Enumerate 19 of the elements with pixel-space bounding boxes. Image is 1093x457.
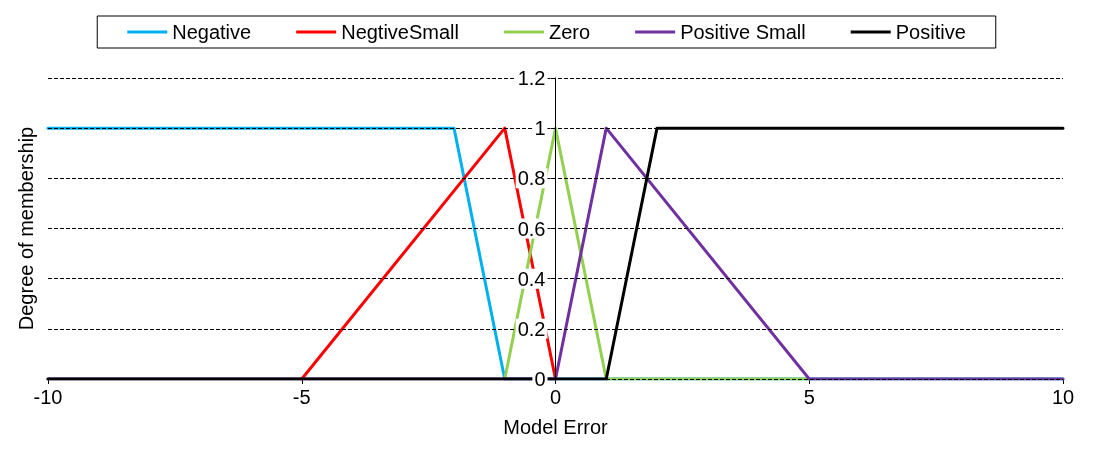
x-tick-label: -5 [292, 386, 311, 408]
x-tick-label: 10 [1051, 386, 1075, 408]
x-tick-label: -10 [33, 386, 63, 408]
legend-label: Negative [172, 21, 252, 43]
y-axis-title: Degree of membership [15, 126, 37, 331]
legend-label: Zero [549, 21, 591, 43]
y-tick-label: 0.4 [517, 267, 546, 290]
legend-label: Positive Small [680, 21, 806, 43]
x-tick-label: 5 [803, 386, 815, 408]
x-axis-title: Model Error [503, 416, 609, 438]
y-tick-label: 0.2 [517, 317, 546, 340]
y-tick-label: 0.6 [517, 217, 546, 240]
x-tick-label: 0 [549, 386, 562, 408]
y-tick-label: 0 [534, 368, 546, 390]
legend-label: Positive [895, 21, 966, 43]
legend-label: NegtiveSmall [341, 21, 460, 43]
y-tick-label: 1 [534, 117, 546, 140]
y-tick-label: 1.2 [517, 67, 546, 89]
y-tick-label: 0.8 [517, 167, 546, 190]
